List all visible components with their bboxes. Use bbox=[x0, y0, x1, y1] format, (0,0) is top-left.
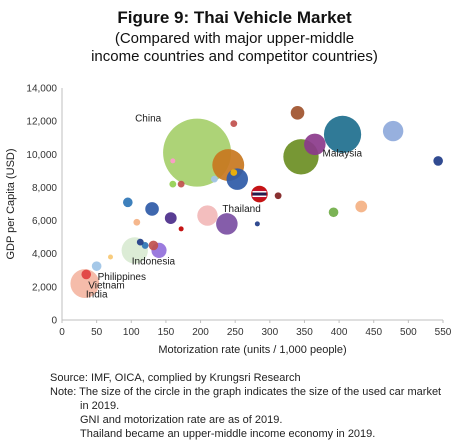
bubble bbox=[170, 158, 176, 164]
y-tick-label: 10,000 bbox=[26, 150, 57, 161]
country-label-thailand: Thailand bbox=[222, 204, 260, 215]
x-tick-label: 150 bbox=[158, 327, 175, 338]
chart-title: Figure 9: Thai Vehicle Market bbox=[117, 8, 352, 27]
y-tick-label: 4,000 bbox=[32, 249, 57, 260]
x-tick-label: 250 bbox=[227, 327, 244, 338]
country-label-malaysia: Malaysia bbox=[323, 148, 363, 159]
y-tick-label: 0 bbox=[51, 316, 57, 327]
chart-subtitle-line-2: income countries and competitor countrie… bbox=[91, 48, 378, 65]
x-tick-label: 200 bbox=[192, 327, 209, 338]
chart-subtitle-line-1: (Compared with major upper-middle bbox=[114, 30, 355, 47]
y-axis-label: GDP per Capita (USD) bbox=[5, 148, 17, 259]
country-label-vietnam: Vietnam bbox=[88, 280, 125, 291]
thailand-flag-stripe bbox=[252, 189, 267, 192]
bubble bbox=[433, 156, 443, 166]
bubble bbox=[148, 240, 159, 251]
x-tick-label: 400 bbox=[331, 327, 348, 338]
bubble bbox=[230, 169, 238, 176]
thailand-flag-stripe bbox=[252, 197, 267, 199]
bubble-india bbox=[70, 269, 100, 298]
bubble bbox=[382, 120, 404, 142]
x-tick-label: 450 bbox=[365, 327, 382, 338]
bubble bbox=[133, 218, 141, 226]
bubble bbox=[290, 106, 305, 120]
bubble-malaysia bbox=[323, 115, 362, 154]
note-line-1: Note: The size of the circle in the grap… bbox=[50, 386, 442, 398]
country-label-india: India bbox=[86, 290, 108, 301]
bubble bbox=[136, 238, 144, 246]
note-line-2: in 2019. bbox=[80, 400, 120, 412]
thailand-flag-stripe bbox=[252, 195, 267, 198]
bubble bbox=[123, 197, 133, 208]
y-tick-label: 12,000 bbox=[26, 117, 57, 128]
bubble bbox=[274, 192, 282, 200]
x-tick-label: 100 bbox=[123, 327, 140, 338]
x-tick-label: 350 bbox=[296, 327, 313, 338]
y-tick-label: 8,000 bbox=[32, 183, 57, 194]
bubble bbox=[145, 202, 159, 216]
x-tick-label: 500 bbox=[400, 327, 417, 338]
bubble bbox=[216, 213, 238, 235]
x-tick-label: 550 bbox=[435, 327, 452, 338]
y-tick-label: 6,000 bbox=[32, 216, 57, 227]
x-axis-label: Motorization rate (units / 1,000 people) bbox=[158, 344, 346, 356]
bubble bbox=[107, 254, 113, 260]
bubble bbox=[169, 180, 177, 188]
bubble bbox=[230, 120, 238, 128]
thailand-flag-stripe bbox=[252, 192, 267, 196]
bubble-philippines bbox=[91, 261, 102, 271]
country-label-indonesia: Indonesia bbox=[132, 256, 176, 267]
bubble bbox=[211, 175, 218, 183]
x-tick-label: 0 bbox=[59, 327, 65, 338]
country-label-philippines: Philippines bbox=[98, 272, 146, 283]
bubble bbox=[177, 180, 185, 188]
x-tick-label: 300 bbox=[261, 327, 278, 338]
source-note: Source: IMF, OICA, complied by Krungsri … bbox=[50, 372, 301, 384]
bubble bbox=[328, 207, 339, 218]
note-line-3: GNI and motorization rate are as of 2019… bbox=[80, 414, 283, 426]
bubble bbox=[164, 212, 177, 224]
bubble bbox=[304, 133, 326, 156]
thailand-flag-stripe bbox=[252, 191, 267, 193]
bubble bbox=[254, 221, 260, 227]
bubble bbox=[355, 200, 368, 213]
note-line-4: Thailand became an upper-middle income e… bbox=[80, 428, 376, 440]
y-tick-label: 14,000 bbox=[26, 84, 57, 95]
x-tick-label: 50 bbox=[91, 327, 103, 338]
bubble bbox=[141, 242, 149, 249]
y-tick-label: 2,000 bbox=[32, 282, 57, 293]
bubble bbox=[197, 205, 218, 226]
bubble bbox=[226, 168, 249, 190]
bubble bbox=[178, 226, 184, 232]
bubble-vietnam bbox=[81, 269, 92, 280]
country-label-china: China bbox=[135, 114, 162, 125]
